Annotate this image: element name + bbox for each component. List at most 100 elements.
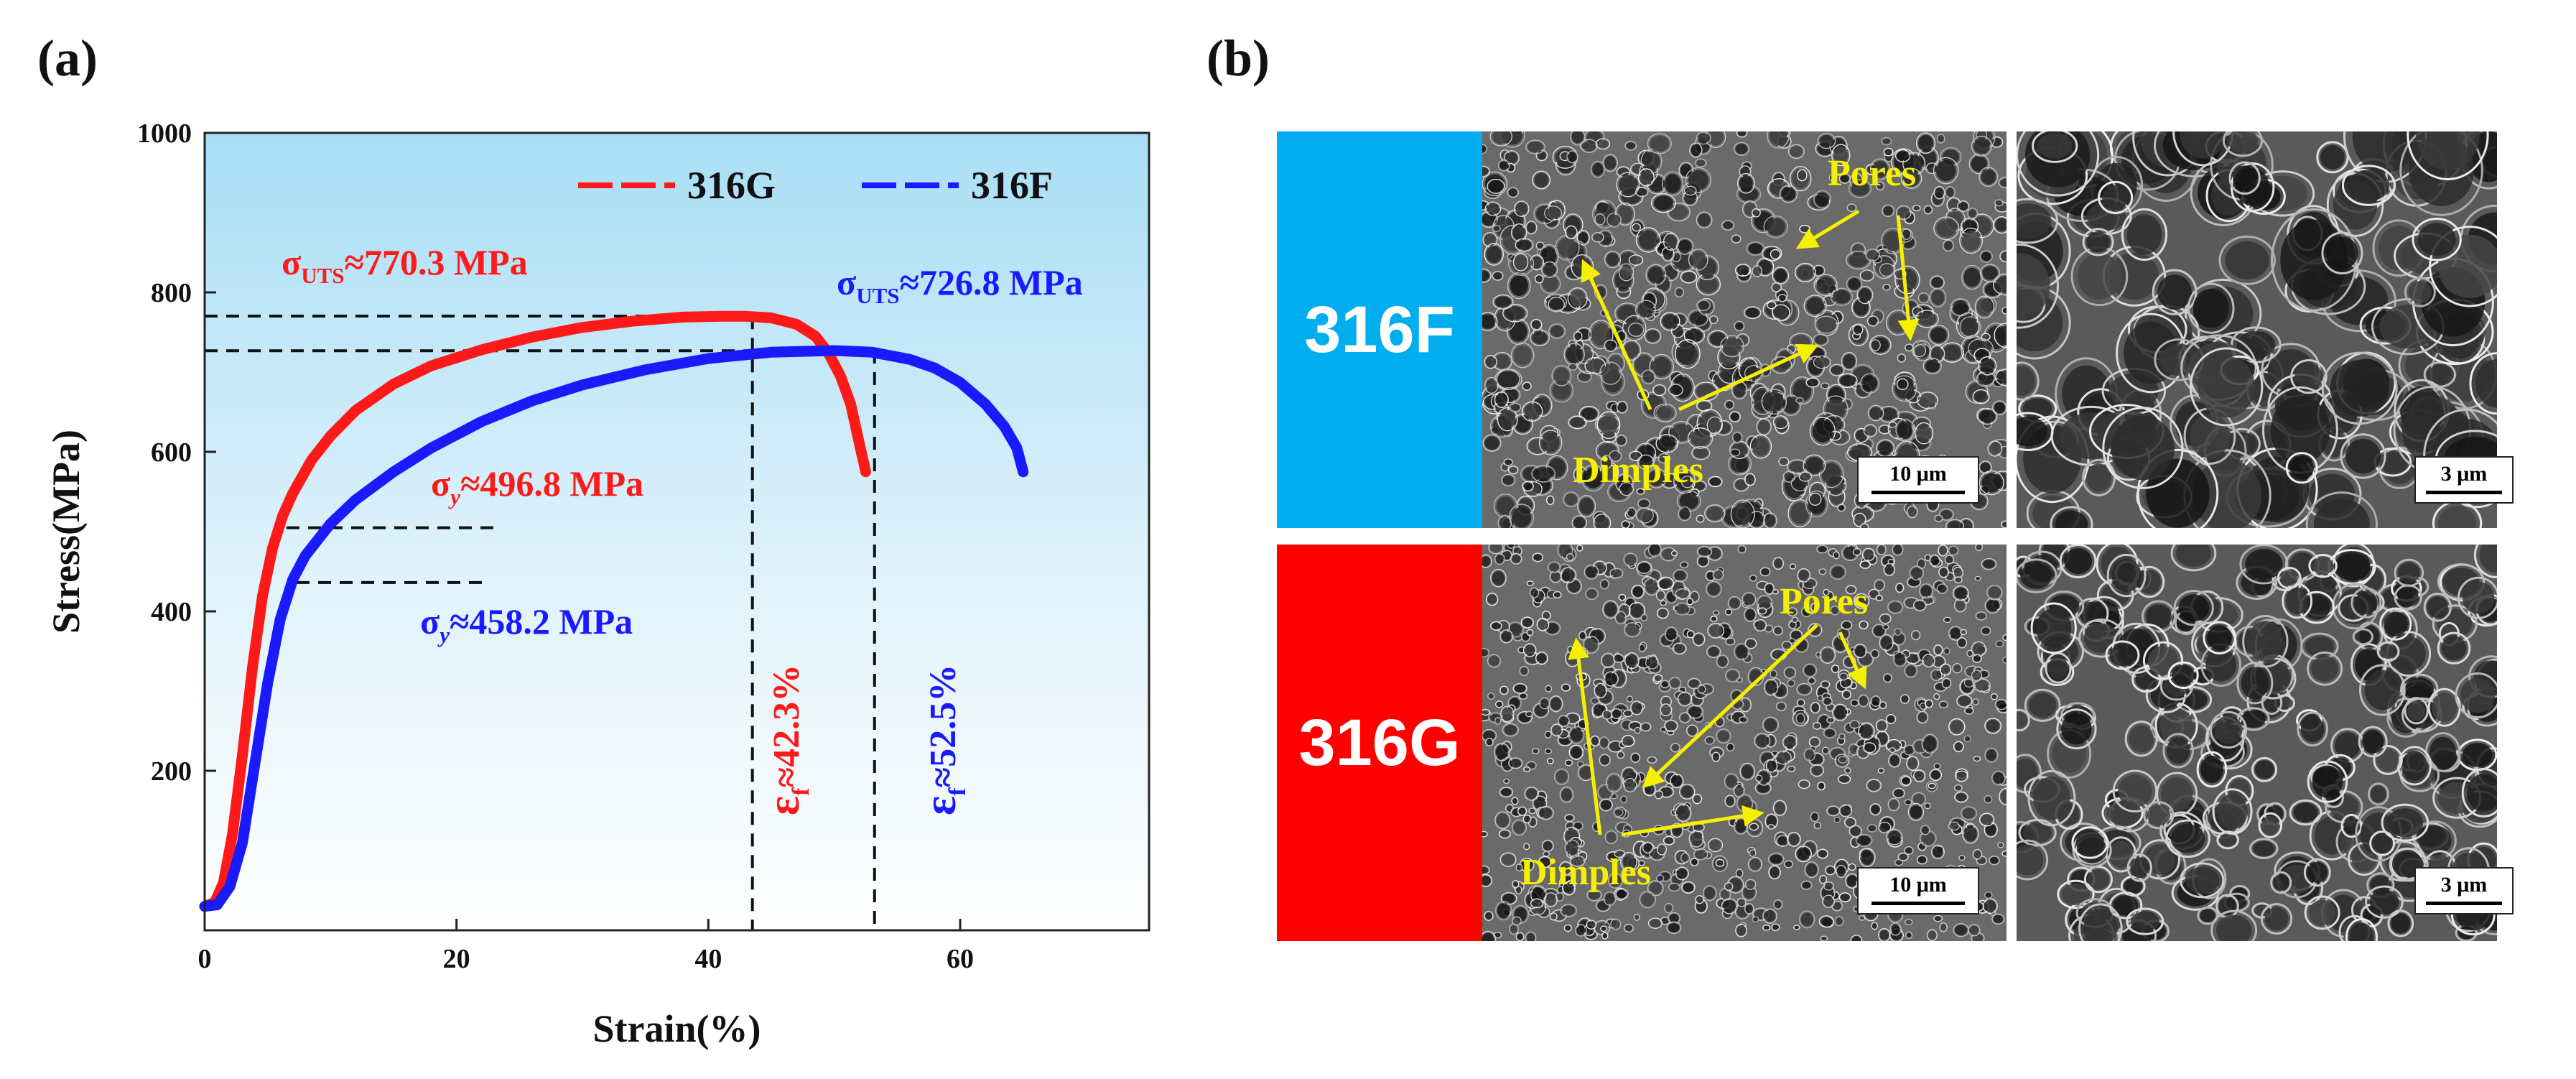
data-point-316f (906, 356, 913, 363)
data-point-316f (427, 444, 435, 452)
y-tick-label: 600 (151, 437, 192, 468)
data-point-316g (528, 333, 536, 341)
scalebar-316f-high: 3 μm (2414, 456, 2514, 504)
data-point-316g (269, 544, 276, 552)
data-point-316f (982, 400, 990, 408)
data-point-316g (862, 468, 870, 476)
data-point-316g (717, 312, 725, 320)
y-tick-label: 1000 (137, 119, 192, 149)
data-point-316f (264, 679, 271, 687)
row-label-316f: 316F (1277, 131, 1482, 528)
series-line-316f (199, 345, 1029, 912)
arrow-316g-pores-1 (1642, 624, 1818, 789)
uts-316g-annotation: σUTS≈770.3 MPa (282, 242, 528, 288)
legend-label-316g: 316G (687, 164, 776, 207)
data-point-316f (830, 347, 838, 355)
row-label-316g: 316G (1277, 545, 1482, 941)
data-point-316f (528, 397, 536, 404)
label-316f-dimples: Dimples (1573, 450, 1703, 491)
data-point-316g (579, 323, 586, 331)
y-tick-label: 200 (151, 756, 192, 787)
data-point-316f (1013, 444, 1020, 452)
sem-image-316f-high (2017, 131, 2497, 528)
x-axis-label: Strain(%) (593, 1007, 761, 1050)
data-point-316g (742, 312, 750, 320)
data-point-316g (768, 314, 775, 322)
data-point-316f (1019, 468, 1027, 476)
sem-image-316f-low (1482, 131, 2007, 528)
label-316g-pores: Pores (1780, 581, 1869, 622)
data-point-316f (238, 838, 246, 846)
data-point-316f (251, 759, 259, 767)
stress-strain-chart: 0 20 40 60 200 400 600 800 1000 Strain(%) Stress(M… (45, 119, 1150, 1050)
svg-text:εf≈42.3%: εf≈42.3% (758, 664, 814, 815)
plot-frame (203, 131, 1150, 932)
data-point-316f (768, 348, 775, 356)
data-point-316g (352, 407, 360, 415)
data-point-316g (390, 380, 397, 388)
data-point-316g (837, 372, 845, 380)
data-point-316f (226, 882, 234, 890)
legend-label-316f: 316F (971, 164, 1053, 207)
scalebar-316f-low: 10 μm (1857, 456, 1979, 504)
data-point-316g (847, 400, 855, 408)
data-point-316g (812, 333, 819, 341)
panel-a-label: (a) (37, 29, 98, 87)
data-point-316g (793, 320, 801, 328)
label-316f-pores: Pores (1828, 153, 1917, 194)
sem-texture (2017, 131, 2497, 528)
ys-316g-annotation: σy≈496.8 MPa (431, 463, 643, 509)
data-point-316f (931, 364, 939, 372)
data-point-316g (679, 313, 687, 321)
label-316g-dimples: Dimples (1520, 852, 1651, 893)
data-point-316f (641, 366, 649, 374)
ef-316g-annotation: εf≈42.3% (758, 664, 814, 815)
plot-background (205, 133, 1149, 930)
data-point-316g (478, 346, 485, 353)
data-point-316g (629, 317, 637, 325)
x-tick-label: 0 (198, 944, 212, 974)
data-point-316g (228, 830, 236, 838)
data-point-316f (1000, 422, 1008, 430)
data-point-316f (868, 348, 876, 356)
data-point-316f (352, 496, 360, 504)
scalebar-316g-high: 3 μm (2414, 867, 2514, 914)
data-point-316f (276, 616, 284, 624)
data-point-316f (579, 381, 586, 389)
data-point-316g (238, 751, 246, 759)
data-point-316g (259, 591, 266, 599)
data-point-316g (279, 511, 287, 519)
data-point-316g (327, 432, 335, 440)
data-point-316f (289, 575, 297, 583)
x-tick-label: 60 (947, 944, 974, 974)
data-point-316g (855, 440, 863, 448)
data-point-316f (327, 519, 335, 527)
data-point-316f (478, 417, 485, 425)
data-point-316f (213, 901, 221, 909)
arrow-316f-dimples-2 (1678, 343, 1819, 412)
arrow-316g-pores-2 (1838, 631, 1867, 690)
scalebar-316g-low: 10 μm (1857, 867, 1979, 914)
arrow-316g-dimples-2 (1621, 805, 1764, 837)
uts-316f-annotation: σUTS≈726.8 MPa (837, 262, 1083, 308)
data-point-316g (289, 489, 297, 497)
arrow-316f-dimples-1 (1581, 259, 1652, 411)
sem-texture (2017, 545, 2497, 941)
panel-b-label: (b) (1206, 29, 1270, 87)
svg-text:εf≈52.5%: εf≈52.5% (914, 664, 971, 815)
y-tick-label: 800 (151, 278, 192, 308)
arrow-316f-pores-1 (1795, 209, 1860, 249)
arrow-316g-dimples-1 (1568, 637, 1602, 835)
sem-image-316g-high (2017, 545, 2497, 941)
data-point-316g (248, 663, 256, 671)
arrow-316f-pores-2 (1896, 215, 1920, 341)
ys-316f-annotation: σy≈458.2 MPa (420, 601, 633, 647)
ef-316f-annotation: εf≈52.5% (914, 664, 971, 815)
data-point-316g (427, 362, 435, 370)
y-axis-label: Stress(MPa) (45, 430, 88, 634)
data-point-316f (302, 552, 310, 560)
data-point-316f (957, 379, 964, 386)
x-tick-label: 20 (443, 944, 470, 974)
x-tick-label: 40 (694, 944, 722, 974)
